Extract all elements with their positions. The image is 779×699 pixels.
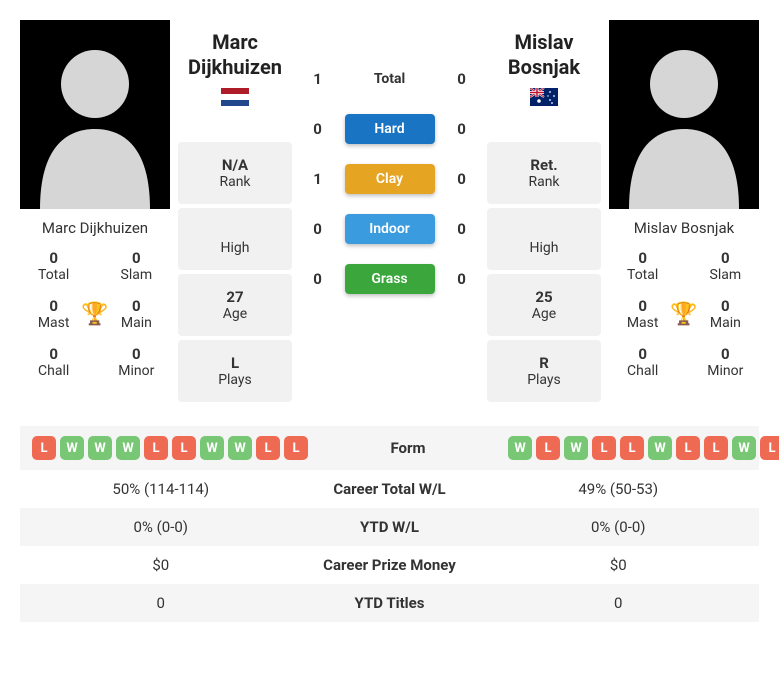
h2h-grass-p2: 0	[453, 270, 471, 288]
form-badge-l: L	[284, 436, 308, 460]
trophy-icon: 🏆	[670, 302, 697, 327]
form-badge-l: L	[172, 436, 196, 460]
h2h-clay-label[interactable]: Clay	[345, 164, 435, 194]
stats-row: 0 YTD Titles 0	[20, 584, 759, 622]
player2-name-small[interactable]: Mislav Bosnjak	[615, 219, 753, 237]
h2h-row-indoor: 0 Indoor 0	[300, 214, 479, 244]
player2-info-rank: Ret. Rank	[487, 142, 601, 204]
player2-info-age: 25 Age	[487, 274, 601, 336]
stats-p2-value: $0	[490, 556, 748, 574]
player2-info-plays: R Plays	[487, 340, 601, 402]
h2h-indoor-label[interactable]: Indoor	[345, 214, 435, 244]
player1-title-chall: 0Chall	[26, 345, 81, 379]
form-badge-l: L	[536, 436, 560, 460]
stats-row: 50% (114-114) Career Total W/L 49% (50-5…	[20, 470, 759, 508]
h2h-indoor-p2: 0	[453, 220, 471, 238]
form-badge-w: W	[88, 436, 112, 460]
form-badge-l: L	[760, 436, 779, 460]
form-badge-w: W	[116, 436, 140, 460]
form-badge-l: L	[620, 436, 644, 460]
h2h-row-hard: 0 Hard 0	[300, 114, 479, 144]
form-badge-l: L	[144, 436, 168, 460]
player1-title-total: 0Total	[26, 249, 81, 283]
stats-row: 0% (0-0) YTD W/L 0% (0-0)	[20, 508, 759, 546]
player1-title-slam: 0Slam	[109, 249, 164, 283]
form-badge-w: W	[732, 436, 756, 460]
player1-info-high: High	[178, 208, 292, 270]
stats-row-form: LWWWLLWWLL Form WLWLLWLLWL	[20, 426, 759, 470]
player1-name-big[interactable]: Marc Dijkhuizen	[178, 30, 292, 80]
h2h-clay-p1: 1	[309, 170, 327, 188]
stats-p1-value: 0	[32, 594, 290, 612]
form-badge-l: L	[676, 436, 700, 460]
trophy-icon: 🏆	[81, 302, 108, 327]
stats-p2-value: 0% (0-0)	[490, 518, 748, 536]
player1-title-mast: 0Mast	[26, 297, 81, 331]
h2h-total-label: Total	[345, 64, 435, 94]
stats-p2-value: 0	[490, 594, 748, 612]
stats-label: YTD Titles	[290, 594, 490, 612]
stats-label: Career Prize Money	[290, 556, 490, 574]
stats-label-form: Form	[308, 439, 508, 457]
h2h-grass-label[interactable]: Grass	[345, 264, 435, 294]
player2-title-total: 0Total	[615, 249, 670, 283]
player1-info-plays: L Plays	[178, 340, 292, 402]
h2h-indoor-p1: 0	[309, 220, 327, 238]
form-badge-l: L	[592, 436, 616, 460]
stats-p1-value: 0% (0-0)	[32, 518, 290, 536]
h2h-grass-p1: 0	[309, 270, 327, 288]
form-badge-l: L	[32, 436, 56, 460]
player2-title-chall: 0Chall	[615, 345, 670, 379]
player1-info-age: 27 Age	[178, 274, 292, 336]
h2h-hard-p1: 0	[309, 120, 327, 138]
form-badge-w: W	[648, 436, 672, 460]
stats-p2-value: 49% (50-53)	[490, 480, 748, 498]
form-badge-w: W	[228, 436, 252, 460]
player2-title-main: 0Main	[698, 297, 753, 331]
player2-title-slam: 0Slam	[698, 249, 753, 283]
player2-avatar	[609, 20, 759, 209]
h2h-row-grass: 0 Grass 0	[300, 264, 479, 294]
player1-name-small[interactable]: Marc Dijkhuizen	[26, 219, 164, 237]
h2h-hard-label[interactable]: Hard	[345, 114, 435, 144]
h2h-row-total: 1 Total 0	[300, 64, 479, 94]
h2h-total-p2: 0	[453, 70, 471, 88]
form-badge-w: W	[60, 436, 84, 460]
stats-row: $0 Career Prize Money $0	[20, 546, 759, 584]
form-badge-l: L	[704, 436, 728, 460]
player1-flag	[178, 88, 292, 110]
h2h-total-p1: 1	[309, 70, 327, 88]
form-badge-w: W	[508, 436, 532, 460]
form-badge-w: W	[200, 436, 224, 460]
player2-name-big[interactable]: Mislav Bosnjak	[487, 30, 601, 80]
player2-title-minor: 0Minor	[698, 345, 753, 379]
player2-title-mast: 0Mast	[615, 297, 670, 331]
player2-info-high: High	[487, 208, 601, 270]
stats-label: YTD W/L	[290, 518, 490, 536]
h2h-row-clay: 1 Clay 0	[300, 164, 479, 194]
player1-info-rank: N/A Rank	[178, 142, 292, 204]
stats-p1-value: $0	[32, 556, 290, 574]
h2h-hard-p2: 0	[453, 120, 471, 138]
player1-title-main: 0Main	[109, 297, 164, 331]
h2h-clay-p2: 0	[453, 170, 471, 188]
form-badge-l: L	[256, 436, 280, 460]
player1-title-minor: 0Minor	[109, 345, 164, 379]
player1-avatar	[20, 20, 170, 209]
player2-flag	[487, 88, 601, 110]
stats-p1-value: 50% (114-114)	[32, 480, 290, 498]
stats-label: Career Total W/L	[290, 480, 490, 498]
form-badge-w: W	[564, 436, 588, 460]
